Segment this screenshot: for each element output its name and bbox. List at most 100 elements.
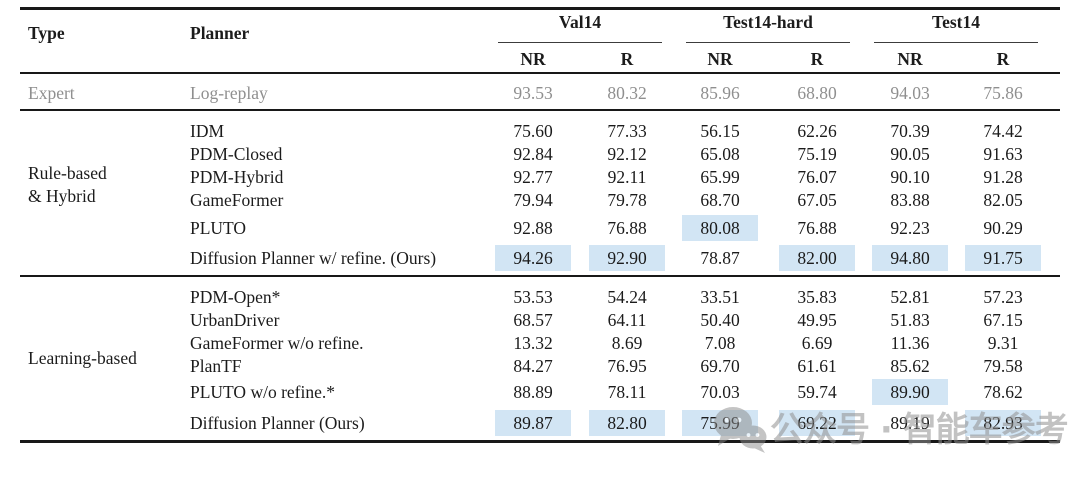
expert-value: 94.03 bbox=[890, 83, 930, 103]
expert-value: 75.86 bbox=[983, 83, 1023, 103]
table-cell: 9.31 bbox=[987, 333, 1019, 353]
table-cell: 92.77 bbox=[513, 167, 553, 187]
table-cell-highlighted: 80.08 bbox=[682, 215, 758, 241]
table-cell-highlighted: 75.99 bbox=[682, 410, 758, 436]
table-cell: 78.62 bbox=[983, 382, 1023, 402]
table-cell: 52.81 bbox=[890, 287, 930, 307]
table-cell: 57.23 bbox=[983, 287, 1023, 307]
table-cell: 79.58 bbox=[983, 356, 1023, 376]
type-line: Rule-based bbox=[28, 163, 107, 183]
subcol-val14-r: R bbox=[620, 49, 634, 69]
table-cell: 77.33 bbox=[607, 121, 647, 141]
table-cell: 75.60 bbox=[513, 121, 553, 141]
group-header-test14: Test14 bbox=[932, 12, 980, 32]
section-type-rule-based: Rule-based & Hybrid bbox=[28, 162, 107, 208]
expert-value: 80.32 bbox=[607, 83, 647, 103]
table-top-rule bbox=[20, 7, 1060, 10]
table-cell: 89.19 bbox=[890, 413, 930, 433]
table-cell: 68.57 bbox=[513, 310, 553, 330]
table-cell: 67.15 bbox=[983, 310, 1023, 330]
table-cell: 6.69 bbox=[801, 333, 833, 353]
val14-underline bbox=[498, 42, 662, 43]
type-line: Learning-based bbox=[28, 348, 137, 368]
planner-name: PLUTO w/o refine.* bbox=[190, 382, 335, 402]
table-cell: 54.24 bbox=[607, 287, 647, 307]
section-divider-rule bbox=[20, 275, 1060, 277]
column-header-type: Type bbox=[28, 23, 65, 43]
group-header-test14hard: Test14-hard bbox=[723, 12, 813, 32]
table-cell: 88.89 bbox=[513, 382, 553, 402]
table-cell: 7.08 bbox=[704, 333, 736, 353]
table-cell: 69.70 bbox=[700, 356, 740, 376]
table-cell: 70.39 bbox=[890, 121, 930, 141]
type-line: & Hybrid bbox=[28, 186, 96, 206]
table-cell: 65.99 bbox=[700, 167, 740, 187]
subcol-val14-nr: NR bbox=[520, 49, 546, 69]
planner-name: IDM bbox=[190, 121, 225, 141]
subcol-test14hard-nr: NR bbox=[707, 49, 733, 69]
table-cell: 90.10 bbox=[890, 167, 930, 187]
table-cell: 62.26 bbox=[797, 121, 837, 141]
table-cell: 79.94 bbox=[513, 190, 553, 210]
expert-value: 93.53 bbox=[513, 83, 553, 103]
table-cell: 82.05 bbox=[983, 190, 1023, 210]
table-cell: 51.83 bbox=[890, 310, 930, 330]
table-cell-highlighted: 82.93 bbox=[965, 410, 1041, 436]
table-cell: 79.78 bbox=[607, 190, 647, 210]
planner-name: Diffusion Planner w/ refine. (Ours) bbox=[190, 248, 437, 268]
table-cell: 92.23 bbox=[890, 218, 930, 238]
expert-bottom-rule bbox=[20, 109, 1060, 111]
table-cell: 49.95 bbox=[797, 310, 837, 330]
column-header-planner: Planner bbox=[190, 23, 250, 43]
table-cell: 11.36 bbox=[890, 333, 930, 353]
test14-underline bbox=[874, 42, 1038, 43]
planner-name: GameFormer bbox=[190, 190, 284, 210]
expert-type-label: Expert bbox=[28, 83, 75, 103]
table-cell: 92.84 bbox=[513, 144, 553, 164]
planner-name: PlanTF bbox=[190, 356, 242, 376]
subcol-test14-nr: NR bbox=[897, 49, 923, 69]
planner-name: Diffusion Planner (Ours) bbox=[190, 413, 365, 433]
table-cell: 76.95 bbox=[607, 356, 647, 376]
table-cell-highlighted: 94.26 bbox=[495, 245, 571, 271]
group-header-val14: Val14 bbox=[558, 12, 602, 32]
expert-value: 85.96 bbox=[700, 83, 740, 103]
subcol-test14-r: R bbox=[996, 49, 1010, 69]
planner-name: PDM-Hybrid bbox=[190, 167, 284, 187]
table-cell-highlighted: 89.87 bbox=[495, 410, 571, 436]
table-cell: 74.42 bbox=[983, 121, 1023, 141]
table-cell: 35.83 bbox=[797, 287, 837, 307]
table-cell: 13.32 bbox=[513, 333, 553, 353]
table-cell: 76.88 bbox=[797, 218, 837, 238]
planner-name: GameFormer w/o refine. bbox=[190, 333, 364, 353]
table-cell: 91.63 bbox=[983, 144, 1023, 164]
table-cell-highlighted: 89.90 bbox=[872, 379, 948, 405]
table-cell: 84.27 bbox=[513, 356, 553, 376]
table-cell: 92.11 bbox=[607, 167, 647, 187]
table-cell-highlighted: 92.90 bbox=[589, 245, 665, 271]
expert-planner-label: Log-replay bbox=[190, 83, 268, 103]
table-cell-highlighted: 69.22 bbox=[779, 410, 855, 436]
table-cell: 8.69 bbox=[611, 333, 643, 353]
table-cell: 75.19 bbox=[797, 144, 837, 164]
table-cell: 33.51 bbox=[700, 287, 740, 307]
table-cell-highlighted: 94.80 bbox=[872, 245, 948, 271]
table-cell: 64.11 bbox=[607, 310, 647, 330]
planner-name: PDM-Closed bbox=[190, 144, 283, 164]
table-cell: 91.28 bbox=[983, 167, 1023, 187]
table-cell: 59.74 bbox=[797, 382, 837, 402]
table-cell: 90.29 bbox=[983, 218, 1023, 238]
section-type-learning-based: Learning-based bbox=[28, 347, 137, 370]
watermark-text: 公众号 · 智能车参考 bbox=[770, 410, 1069, 450]
table-cell: 85.62 bbox=[890, 356, 930, 376]
table-cell: 61.61 bbox=[797, 356, 837, 376]
table-cell: 90.05 bbox=[890, 144, 930, 164]
table-cell: 92.12 bbox=[607, 144, 647, 164]
table-bottom-rule bbox=[20, 440, 1060, 443]
table-cell-highlighted: 82.00 bbox=[779, 245, 855, 271]
planner-name: PDM-Open* bbox=[190, 287, 281, 307]
table-cell-highlighted: 82.80 bbox=[589, 410, 665, 436]
table-cell: 76.88 bbox=[607, 218, 647, 238]
table-cell: 76.07 bbox=[797, 167, 837, 187]
